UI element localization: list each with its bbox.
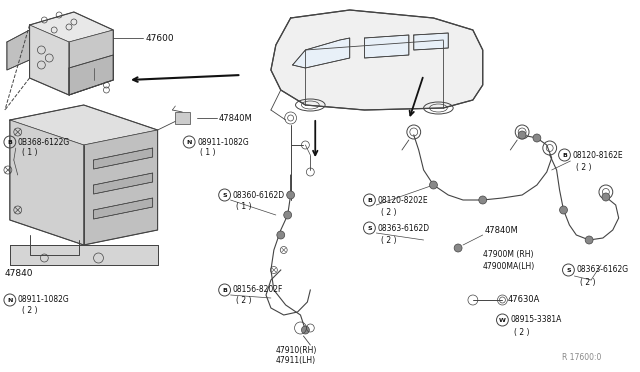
Text: R 17600:0: R 17600:0 — [561, 353, 601, 362]
Circle shape — [585, 236, 593, 244]
Text: 47900MA(LH): 47900MA(LH) — [483, 263, 535, 272]
Polygon shape — [271, 10, 483, 110]
Circle shape — [429, 181, 437, 189]
Text: S: S — [222, 192, 227, 198]
Polygon shape — [93, 198, 153, 219]
Circle shape — [301, 326, 309, 334]
Polygon shape — [414, 33, 448, 50]
Text: B: B — [562, 153, 567, 157]
Text: S: S — [367, 225, 372, 231]
Circle shape — [518, 131, 526, 139]
Text: 47910(RH): 47910(RH) — [276, 346, 317, 355]
Text: 08120-8202E: 08120-8202E — [378, 196, 428, 205]
Circle shape — [559, 206, 568, 214]
Text: 08911-1082G: 08911-1082G — [197, 138, 249, 147]
Polygon shape — [29, 12, 113, 42]
Text: W: W — [499, 317, 506, 323]
Text: 08156-8202F: 08156-8202F — [232, 285, 283, 295]
Polygon shape — [93, 173, 153, 194]
Text: 47600: 47600 — [146, 33, 175, 42]
FancyBboxPatch shape — [175, 112, 189, 124]
Text: N: N — [7, 298, 13, 302]
Text: 47900M (RH): 47900M (RH) — [483, 250, 533, 260]
Polygon shape — [292, 38, 349, 68]
Text: 08911-1082G: 08911-1082G — [18, 295, 70, 305]
Polygon shape — [10, 120, 84, 245]
Text: 47630A: 47630A — [508, 295, 540, 305]
Text: B: B — [8, 140, 12, 144]
Text: ( 2 ): ( 2 ) — [22, 305, 37, 314]
Text: 08363-6162G: 08363-6162G — [576, 266, 628, 275]
Text: ( 2 ): ( 2 ) — [381, 208, 397, 217]
Text: ( 2 ): ( 2 ) — [381, 235, 397, 244]
Polygon shape — [365, 35, 409, 58]
Circle shape — [602, 193, 610, 201]
Polygon shape — [29, 25, 69, 95]
Circle shape — [277, 231, 285, 239]
Text: ( 2 ): ( 2 ) — [515, 327, 530, 337]
Text: 47840M: 47840M — [219, 113, 252, 122]
Text: 08363-6162D: 08363-6162D — [378, 224, 429, 232]
Text: B: B — [222, 288, 227, 292]
Text: 0B368-6122G: 0B368-6122G — [18, 138, 70, 147]
Polygon shape — [10, 245, 157, 265]
Circle shape — [284, 211, 292, 219]
Text: ( 2 ): ( 2 ) — [236, 295, 252, 305]
Circle shape — [479, 196, 486, 204]
Text: 47911(LH): 47911(LH) — [276, 356, 316, 365]
Text: 47840M: 47840M — [484, 225, 518, 234]
Text: ( 2 ): ( 2 ) — [576, 163, 592, 171]
Text: ( 1 ): ( 1 ) — [236, 202, 252, 211]
Circle shape — [454, 244, 462, 252]
Text: 08915-3381A: 08915-3381A — [510, 315, 562, 324]
Text: S: S — [566, 267, 571, 273]
Text: ( 1 ): ( 1 ) — [200, 148, 216, 157]
Text: ( 1 ): ( 1 ) — [22, 148, 37, 157]
Polygon shape — [69, 55, 113, 95]
Text: 08360-6162D: 08360-6162D — [232, 190, 285, 199]
Polygon shape — [69, 30, 113, 95]
Circle shape — [533, 134, 541, 142]
Circle shape — [287, 191, 294, 199]
Polygon shape — [7, 30, 29, 70]
Text: 47840: 47840 — [5, 269, 33, 278]
Text: ( 2 ): ( 2 ) — [580, 278, 596, 286]
Polygon shape — [10, 105, 157, 145]
Polygon shape — [84, 130, 157, 245]
Text: 08120-8162E: 08120-8162E — [572, 151, 623, 160]
Text: N: N — [186, 140, 192, 144]
Polygon shape — [93, 148, 153, 169]
Text: B: B — [367, 198, 372, 202]
